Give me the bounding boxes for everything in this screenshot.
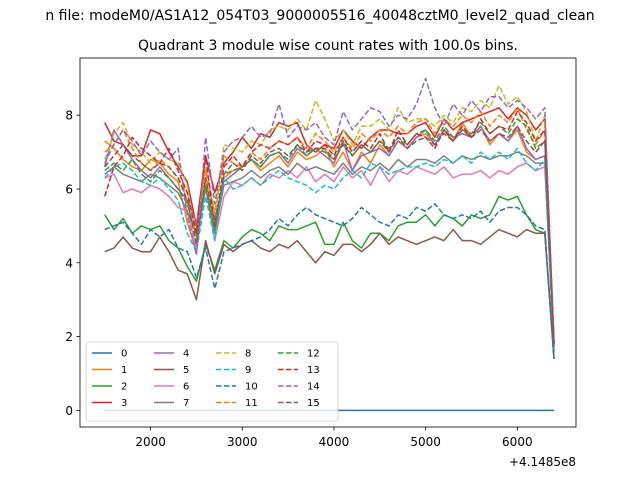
x-tick-label: 6000 [502,435,533,449]
legend-frame [85,341,339,422]
legend-label-1: 1 [121,365,127,376]
x-tick-label: 5000 [410,435,441,449]
legend-label-9: 9 [245,365,251,376]
chart-title: Quadrant 3 module wise count rates with … [138,38,518,54]
legend-label-5: 5 [183,365,189,376]
x-offset-label: +4.1485e8 [509,455,576,469]
series-line-3 [104,107,555,345]
series-line-4 [104,125,555,348]
legend-label-15: 15 [307,398,320,409]
legend-label-11: 11 [245,398,258,409]
legend-label-13: 13 [307,365,320,376]
legend-label-14: 14 [307,382,320,393]
series-line-6 [104,162,555,348]
plot-frame [79,57,577,428]
y-tick-label: 6 [65,182,73,196]
x-tick-label: 4000 [319,435,350,449]
legend-label-2: 2 [121,382,127,393]
y-tick-label: 2 [65,330,73,344]
series-line-15 [104,125,555,345]
series-line-13 [104,110,555,345]
x-tick-label: 3000 [227,435,258,449]
legend-label-10: 10 [245,382,258,393]
x-tick-label: 2000 [135,435,166,449]
series-line-2 [104,195,555,359]
series-line-10 [104,203,555,359]
legend-label-7: 7 [183,398,189,409]
legend-label-8: 8 [245,349,251,360]
y-tick-label: 8 [65,109,73,123]
legend-label-4: 4 [183,349,189,360]
series-line-12 [104,118,555,345]
y-axis: 0 2 4 6 8 [65,109,80,418]
x-axis: 2000 3000 4000 5000 6000 [135,427,533,449]
figure-suptitle: n file: modeM0/AS1A12_054T03_9000005516_… [45,8,594,24]
legend-label-3: 3 [121,398,127,409]
legend-label-6: 6 [183,382,189,393]
series-line-5 [104,228,555,359]
legend-label-0: 0 [121,349,127,360]
y-tick-label: 4 [65,256,73,270]
series-line-14 [104,77,555,341]
legend-label-12: 12 [307,349,320,360]
series-line-7 [104,151,555,348]
series-lines [104,77,555,412]
y-tick-label: 0 [65,404,73,418]
series-line-9 [104,147,555,352]
